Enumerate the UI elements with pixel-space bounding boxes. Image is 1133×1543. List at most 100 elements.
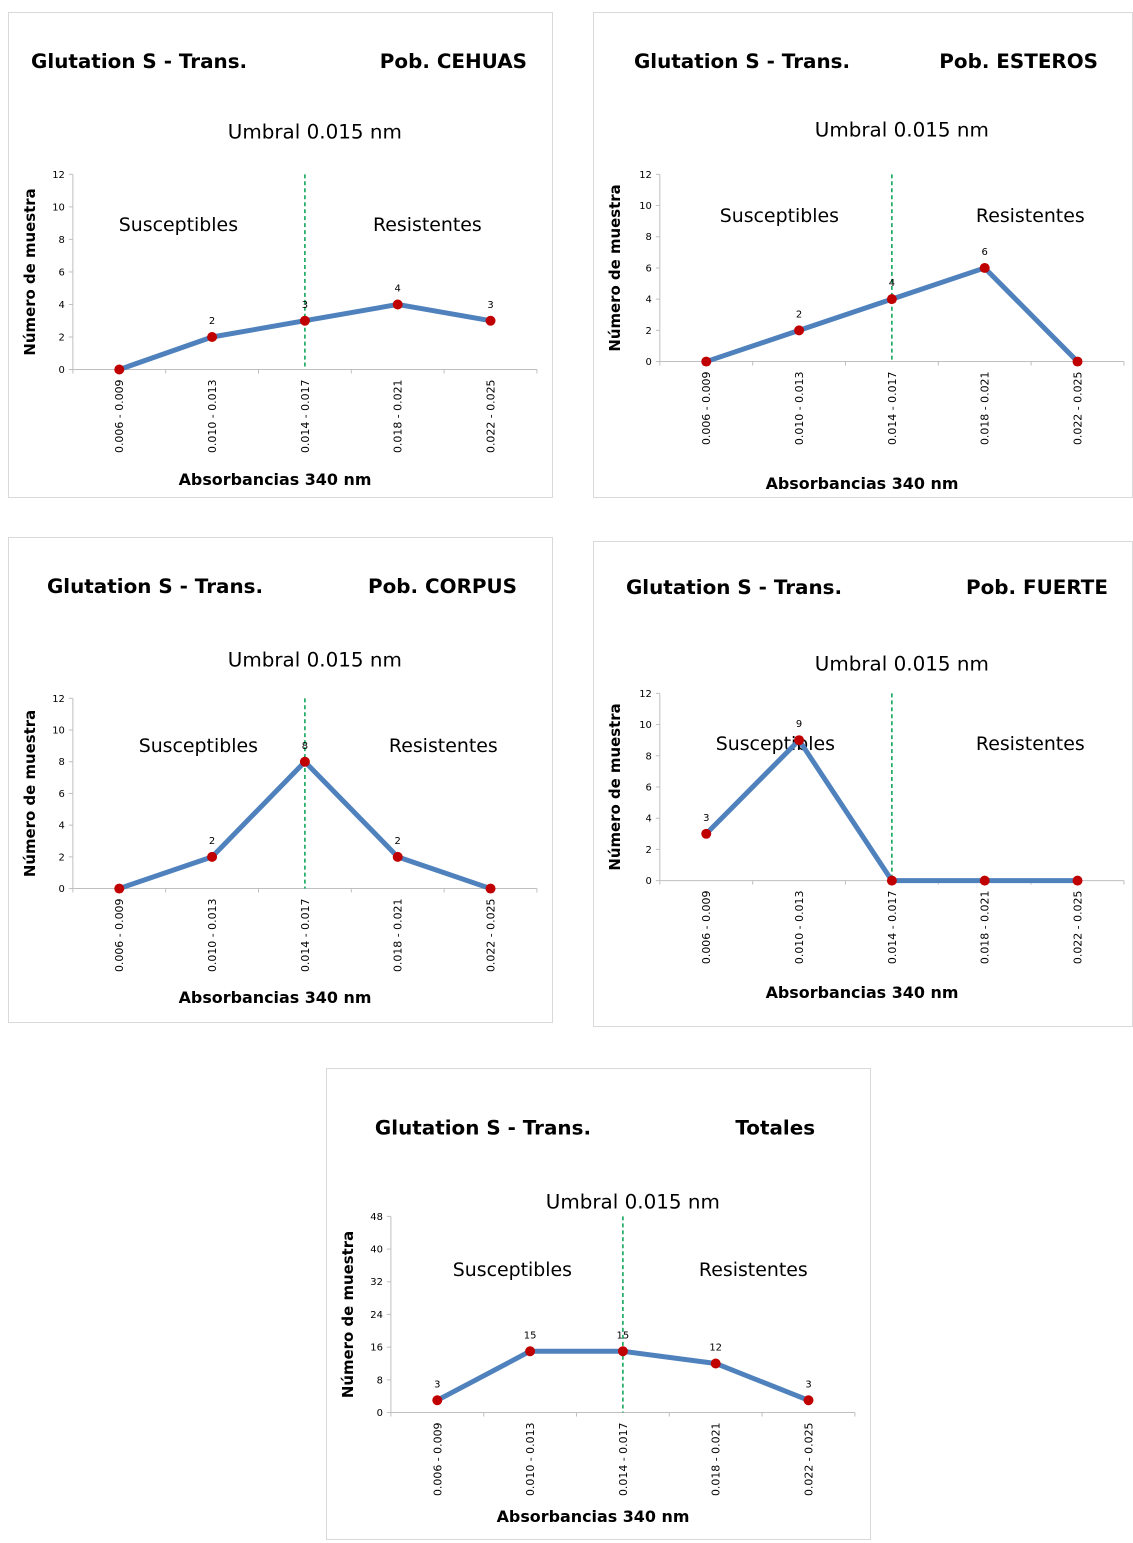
data-label: 3 bbox=[434, 1379, 440, 1390]
data-point bbox=[886, 875, 897, 886]
chart-title-right: Pob. FUERTE bbox=[966, 576, 1108, 599]
data-point bbox=[1072, 356, 1083, 367]
y-tick-label: 4 bbox=[59, 300, 65, 311]
x-axis-title: Absorbancias 340 nm bbox=[766, 474, 959, 493]
x-category-label: 0.022 - 0.025 bbox=[1071, 372, 1084, 446]
y-tick-label: 6 bbox=[646, 263, 652, 274]
chart-panel-corpus: Glutation S - Trans. Pob. CORPUS Umbral 0.… bbox=[8, 537, 553, 1023]
data-label: 2 bbox=[209, 316, 215, 327]
data-point bbox=[710, 1358, 721, 1369]
y-tick-label: 8 bbox=[59, 235, 65, 246]
x-axis-title: Absorbancias 340 nm bbox=[766, 983, 959, 1002]
data-point bbox=[485, 883, 496, 894]
y-tick-label: 0 bbox=[646, 876, 652, 887]
data-point bbox=[392, 851, 403, 862]
x-category-label: 0.010 - 0.013 bbox=[524, 1422, 537, 1496]
y-tick-label: 6 bbox=[59, 267, 65, 278]
y-tick-label: 4 bbox=[646, 295, 652, 306]
chart-title-right: Pob. CORPUS bbox=[368, 575, 517, 598]
data-point bbox=[485, 315, 496, 326]
data-label: 2 bbox=[796, 309, 802, 320]
series-line bbox=[703, 737, 1081, 884]
y-tick-label: 4 bbox=[59, 821, 65, 832]
x-category-label: 0.014 - 0.017 bbox=[617, 1422, 630, 1496]
y-tick-label: 2 bbox=[646, 845, 652, 856]
y-tick-label: 0 bbox=[646, 357, 652, 368]
line-chart: Glutation S - Trans. Pob. FUERTE Umbral 0.… bbox=[606, 576, 1125, 1002]
chart-panel-totales: Glutation S - Trans. Totales Umbral 0.015 … bbox=[326, 1068, 871, 1540]
y-tick-label: 48 bbox=[370, 1212, 383, 1223]
data-point bbox=[114, 364, 125, 375]
data-point bbox=[886, 294, 897, 305]
region-label-susceptibles: Susceptibles bbox=[720, 205, 839, 227]
y-tick-label: 12 bbox=[52, 170, 65, 181]
chart-panel-esteros: Glutation S - Trans. Pob. ESTEROS Umbral 0… bbox=[593, 12, 1133, 498]
y-axis-title: Número de muestra bbox=[606, 184, 624, 351]
data-point bbox=[794, 735, 805, 746]
y-tick-label: 0 bbox=[59, 365, 65, 376]
x-category-label: 0.010 - 0.013 bbox=[793, 371, 806, 445]
data-point bbox=[1072, 875, 1083, 886]
line-chart: Glutation S - Trans. Pob. ESTEROS Umbral 0… bbox=[606, 50, 1125, 493]
x-axis-title: Absorbancias 340 nm bbox=[497, 1507, 690, 1526]
data-point bbox=[701, 356, 712, 367]
x-category-label: 0.022 - 0.025 bbox=[485, 379, 498, 453]
data-label: 15 bbox=[524, 1330, 537, 1341]
x-category-label: 0.010 - 0.013 bbox=[793, 891, 806, 965]
y-axis-title: Número de muestra bbox=[339, 1231, 357, 1398]
x-category-label: 0.010 - 0.013 bbox=[206, 379, 219, 453]
y-tick-label: 8 bbox=[646, 751, 652, 762]
region-label-resistentes: Resistentes bbox=[976, 205, 1085, 227]
y-tick-label: 16 bbox=[370, 1343, 383, 1354]
data-point bbox=[979, 875, 990, 886]
data-point bbox=[392, 299, 403, 310]
y-tick-label: 2 bbox=[59, 852, 65, 863]
chart-title-left: Glutation S - Trans. bbox=[626, 576, 842, 599]
x-category-label: 0.022 - 0.025 bbox=[802, 1422, 815, 1496]
x-category-label: 0.014 - 0.017 bbox=[299, 379, 312, 453]
x-axis-title: Absorbancias 340 nm bbox=[179, 988, 372, 1007]
data-label: 2 bbox=[395, 836, 401, 847]
x-axis-title: Absorbancias 340 nm bbox=[179, 470, 372, 489]
data-label: 3 bbox=[302, 300, 308, 311]
y-tick-label: 8 bbox=[646, 232, 652, 243]
y-tick-label: 12 bbox=[639, 170, 652, 181]
y-tick-label: 40 bbox=[370, 1245, 383, 1256]
data-point bbox=[114, 883, 125, 894]
data-point bbox=[794, 325, 805, 336]
x-category-label: 0.018 - 0.021 bbox=[979, 891, 992, 965]
data-label: 4 bbox=[889, 278, 895, 289]
x-category-label: 0.006 - 0.009 bbox=[700, 371, 713, 445]
y-tick-label: 10 bbox=[639, 720, 652, 731]
y-tick-label: 2 bbox=[59, 332, 65, 343]
data-point bbox=[525, 1346, 536, 1357]
y-axis-title: Número de muestra bbox=[21, 710, 39, 877]
data-label: 2 bbox=[209, 836, 215, 847]
threshold-subtitle: Umbral 0.015 nm bbox=[815, 652, 989, 675]
x-category-label: 0.006 - 0.009 bbox=[700, 891, 713, 965]
line-chart: Glutation S - Trans. Totales Umbral 0.015 … bbox=[339, 1117, 856, 1526]
y-tick-label: 32 bbox=[370, 1277, 383, 1288]
chart-title-right: Pob. CEHUAS bbox=[380, 50, 527, 73]
chart-title-right: Pob. ESTEROS bbox=[939, 50, 1098, 73]
x-category-label: 0.014 - 0.017 bbox=[886, 891, 899, 965]
data-label: 6 bbox=[982, 247, 988, 258]
data-point bbox=[299, 756, 310, 767]
x-category-label: 0.014 - 0.017 bbox=[886, 371, 899, 445]
x-category-label: 0.014 - 0.017 bbox=[299, 898, 312, 972]
x-category-label: 0.018 - 0.021 bbox=[710, 1422, 723, 1496]
data-point bbox=[617, 1346, 628, 1357]
data-label: 8 bbox=[302, 741, 308, 752]
data-label: 3 bbox=[487, 300, 493, 311]
data-point bbox=[432, 1395, 443, 1406]
x-category-label: 0.018 - 0.021 bbox=[979, 372, 992, 446]
chart-title-right: Totales bbox=[735, 1117, 815, 1140]
x-category-label: 0.018 - 0.021 bbox=[392, 899, 405, 973]
chart-panel-cehuas: Glutation S - Trans. Pob. CEHUAS Umbral 0.… bbox=[8, 12, 553, 498]
data-point bbox=[207, 332, 218, 342]
threshold-subtitle: Umbral 0.015 nm bbox=[546, 1190, 720, 1213]
y-tick-label: 12 bbox=[52, 694, 65, 705]
region-label-susceptibles: Susceptibles bbox=[716, 733, 835, 755]
line-chart: Glutation S - Trans. Pob. CEHUAS Umbral 0.… bbox=[21, 50, 538, 489]
y-tick-label: 8 bbox=[59, 757, 65, 768]
